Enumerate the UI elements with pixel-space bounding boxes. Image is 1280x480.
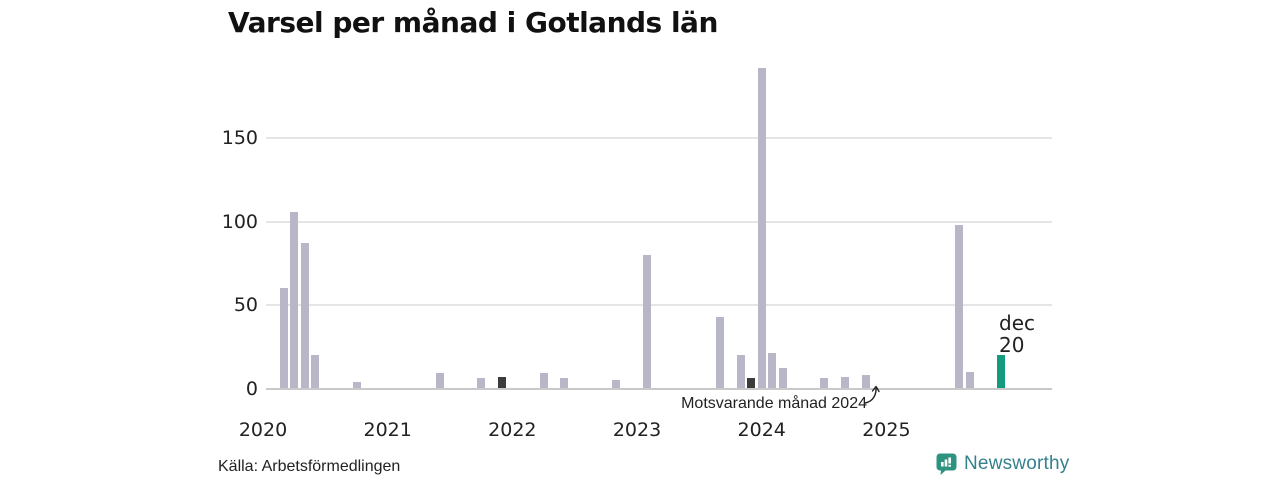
bar-2024-02 — [768, 353, 777, 389]
annotation-label: Motsvarande månad 2024 — [681, 395, 867, 412]
x-axis-tick-2021: 2021 — [363, 419, 412, 441]
bar-2025-08 — [955, 225, 964, 389]
bar-2020-10 — [352, 381, 361, 389]
newsworthy-wordmark: Newsworthy — [964, 453, 1070, 474]
gridline-100 — [266, 220, 1052, 223]
bar-2025-12 — [996, 355, 1005, 389]
bar-2020-03 — [279, 288, 288, 389]
bar-2025-09 — [965, 371, 974, 389]
current-month-label: dec 20 — [999, 312, 1035, 356]
annotation-arrow-icon — [864, 385, 880, 404]
bar-2024-01 — [757, 68, 766, 389]
x-axis-tick-2022: 2022 — [488, 419, 537, 441]
bar-2022-06 — [560, 378, 569, 389]
page-title: Varsel per månad i Gotlands län — [228, 6, 718, 39]
newsworthy-logo: Newsworthy — [936, 453, 1069, 475]
bar-2024-03 — [778, 368, 787, 389]
bar-2020-05 — [300, 243, 309, 389]
bar-2021-06 — [435, 373, 444, 389]
bar-2021-12 — [497, 376, 506, 389]
newsworthy-icon — [936, 453, 957, 475]
y-axis-tick-100: 100 — [221, 210, 258, 233]
gridline-150 — [266, 137, 1052, 140]
bar-2023-12 — [747, 378, 756, 389]
bar-2021-10 — [477, 378, 486, 389]
current-month-name: dec — [999, 311, 1035, 335]
bar-2022-11 — [612, 380, 621, 389]
y-axis-tick-0: 0 — [245, 377, 258, 400]
bar-2020-04 — [290, 211, 299, 389]
bar-2023-11 — [736, 355, 745, 389]
x-axis-tick-2023: 2023 — [612, 419, 662, 441]
x-axis-tick-2020: 2020 — [238, 419, 288, 441]
y-axis-tick-150: 150 — [221, 127, 258, 150]
bar-2024-11 — [861, 375, 870, 389]
current-month-value: 20 — [999, 333, 1025, 357]
gridline-50 — [266, 304, 1052, 307]
x-axis-tick-2024: 2024 — [737, 419, 786, 441]
gridline-0 — [266, 387, 1052, 390]
bar-2023-02 — [643, 255, 652, 389]
source-credit: Källa: Arbetsförmedlingen — [218, 458, 401, 475]
y-axis-tick-50: 50 — [233, 294, 258, 317]
bar-2022-04 — [539, 373, 548, 389]
bar-2023-09 — [716, 316, 725, 389]
bar-2020-06 — [310, 355, 319, 389]
bar-2024-07 — [820, 378, 829, 389]
bar-2024-09 — [840, 376, 849, 389]
x-axis-tick-2025: 2025 — [862, 419, 911, 441]
